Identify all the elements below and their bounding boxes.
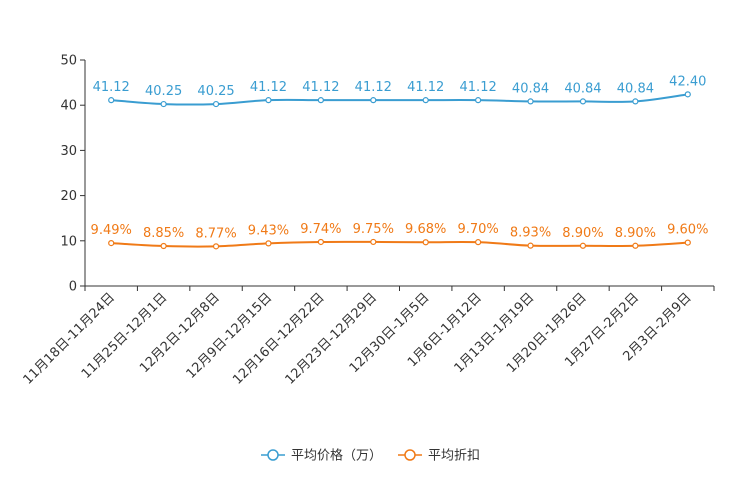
data-point	[422, 97, 429, 104]
data-point	[370, 238, 377, 246]
x-tick-label: 11月18日-11月24日	[21, 290, 118, 387]
data-point	[475, 239, 482, 246]
y-tick-label: 10	[60, 234, 77, 249]
data-point	[527, 98, 534, 105]
data-label: 8.90%	[562, 226, 603, 241]
data-point	[684, 91, 691, 98]
series-line-0	[111, 93, 688, 106]
data-label: 9.75%	[353, 222, 394, 237]
data-point	[265, 97, 272, 104]
data-point	[317, 238, 324, 246]
x-tick-label: 12月16日-12月22日	[230, 290, 327, 387]
data-label: 9.70%	[457, 222, 498, 237]
data-label: 8.85%	[143, 226, 184, 241]
series-line-1	[111, 240, 688, 248]
data-label: 41.12	[302, 80, 339, 95]
data-point	[422, 239, 429, 246]
data-point	[527, 242, 534, 249]
y-tick-label: 50	[60, 54, 77, 69]
data-label: 9.60%	[667, 223, 708, 238]
data-label: 41.12	[93, 80, 130, 95]
data-label: 41.12	[407, 80, 444, 95]
data-point	[632, 242, 639, 249]
data-label: 8.93%	[510, 226, 551, 241]
y-tick-label: 30	[60, 144, 77, 159]
data-label: 8.90%	[615, 226, 656, 241]
legend-label: 平均价格（万）	[291, 448, 382, 464]
data-label: 41.12	[460, 80, 497, 95]
data-point	[160, 242, 167, 250]
data-label: 9.74%	[300, 222, 341, 237]
data-label: 9.43%	[248, 223, 289, 238]
data-label: 40.84	[512, 81, 549, 96]
y-tick-label: 20	[60, 189, 77, 204]
data-point	[632, 98, 639, 105]
legend-marker-1	[404, 449, 416, 461]
data-point	[108, 97, 115, 104]
x-tick-label: 12月23日-12月29日	[283, 290, 380, 387]
data-point	[475, 97, 482, 104]
data-label: 41.12	[250, 80, 287, 95]
data-label: 9.68%	[405, 222, 446, 237]
data-point	[212, 100, 220, 108]
data-point	[212, 243, 220, 250]
data-point	[265, 240, 272, 247]
data-point	[317, 97, 324, 104]
legend-label: 平均折扣	[428, 449, 480, 464]
data-point	[160, 100, 167, 108]
data-label: 42.40	[669, 74, 706, 89]
data-label: 41.12	[355, 80, 392, 95]
y-tick-label: 0	[69, 280, 77, 295]
y-tick-label: 40	[60, 99, 77, 114]
data-label: 9.49%	[91, 223, 132, 238]
data-point	[370, 97, 377, 104]
legend-marker-0	[267, 449, 279, 461]
data-point	[684, 239, 691, 246]
data-point	[108, 240, 115, 247]
data-label: 40.84	[617, 81, 654, 96]
data-label: 40.25	[197, 84, 234, 99]
data-label: 40.25	[145, 84, 182, 99]
data-point	[579, 98, 587, 105]
data-point	[579, 242, 587, 249]
data-label: 8.77%	[195, 226, 236, 241]
data-label: 40.84	[564, 81, 601, 96]
